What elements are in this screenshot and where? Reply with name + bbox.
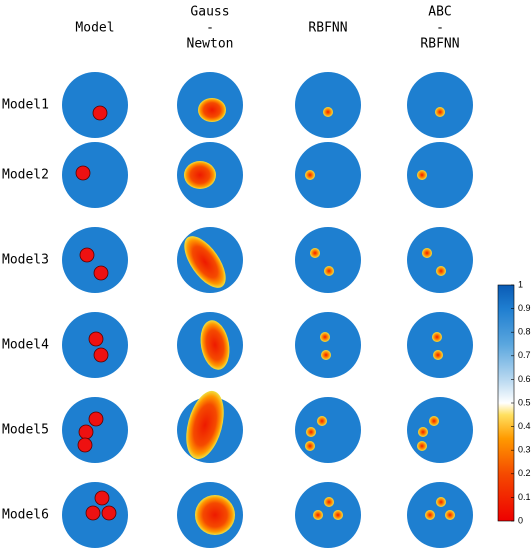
reconstruction-blob — [184, 236, 226, 288]
domain — [62, 227, 128, 293]
row-label: Model1 — [2, 98, 49, 113]
reconstruction-spot — [305, 170, 315, 180]
colorbar-tick-label: 0.4 — [518, 421, 531, 431]
inclusion — [93, 347, 109, 363]
column-header: Gauss — [190, 5, 229, 20]
inclusion — [75, 165, 91, 181]
column-header: RBFNN — [308, 21, 347, 36]
reconstruction-spot — [324, 266, 334, 276]
reconstruction-spot — [436, 497, 446, 507]
reconstruction-spot — [306, 427, 316, 437]
reconstruction-spot — [317, 416, 327, 426]
reconstruction-spot — [333, 510, 343, 520]
row-label: Model5 — [2, 423, 49, 438]
row-label: Model4 — [2, 338, 49, 353]
colorbar-tick-label: 0.7 — [518, 350, 531, 360]
inclusion — [77, 437, 93, 453]
domain — [407, 397, 473, 463]
domain — [62, 72, 128, 138]
colorbar-tick-label: 0.9 — [518, 303, 531, 313]
inclusion — [94, 490, 110, 506]
domain — [295, 227, 361, 293]
reconstruction-spot — [310, 248, 320, 258]
reconstruction-spot — [305, 441, 315, 451]
content: ModelGauss-NewtonRBFNNABC-RBFNNModel1Mod… — [2, 5, 531, 548]
reconstruction-spot — [321, 350, 331, 360]
colorbar-tick-label: 0.1 — [518, 492, 531, 502]
reconstruction-spot — [417, 441, 427, 451]
reconstruction-blob — [186, 390, 224, 460]
colorbar-tick-label: 1 — [518, 279, 523, 289]
inclusion — [101, 505, 117, 521]
reconstruction-spot — [433, 350, 443, 360]
reconstruction-spot — [417, 170, 427, 180]
domain — [407, 312, 473, 378]
domain — [295, 312, 361, 378]
inclusion — [79, 247, 95, 263]
reconstruction-spot — [435, 107, 445, 117]
colorbar-tick-label: 0.2 — [518, 468, 531, 478]
domain — [407, 72, 473, 138]
reconstruction-spot — [418, 427, 428, 437]
reconstruction-spot — [320, 332, 330, 342]
row-label: Model6 — [2, 508, 49, 523]
reconstruction-spot — [445, 510, 455, 520]
domain — [407, 142, 473, 208]
colorbar-tick-label: 0 — [518, 515, 523, 525]
row-label: Model3 — [2, 253, 49, 268]
domain — [295, 482, 361, 548]
domain — [295, 142, 361, 208]
colorbar-tick-label: 0.6 — [518, 374, 531, 384]
reconstruction-blob — [198, 98, 226, 122]
colorbar-tick-label: 0.5 — [518, 397, 531, 407]
inclusion — [92, 105, 108, 121]
domain — [407, 227, 473, 293]
colorbar-tick-label: 0.8 — [518, 327, 531, 337]
column-header: ABC — [428, 5, 451, 20]
inclusion — [88, 331, 104, 347]
reconstruction-spot — [429, 416, 439, 426]
reconstruction-blob — [200, 320, 230, 370]
column-header: RBFNN — [420, 37, 459, 52]
reconstruction-spot — [425, 510, 435, 520]
reconstruction-spot — [323, 107, 333, 117]
inclusion — [88, 411, 104, 427]
column-header: Model — [75, 21, 114, 36]
reconstruction-spot — [422, 248, 432, 258]
inclusion — [78, 424, 94, 440]
reconstruction-spot — [432, 332, 442, 342]
reconstruction-spot — [313, 510, 323, 520]
domain — [407, 482, 473, 548]
reconstruction-blob — [184, 161, 216, 189]
reconstruction-spot — [436, 266, 446, 276]
row-label: Model2 — [2, 168, 49, 183]
colorbar-tick-label: 0.3 — [518, 445, 531, 455]
domain — [62, 397, 128, 463]
column-header: - — [436, 21, 444, 36]
inclusion — [93, 265, 109, 281]
domain — [295, 72, 361, 138]
reconstruction-spot — [324, 497, 334, 507]
column-header: Newton — [187, 37, 234, 52]
domain — [295, 397, 361, 463]
domain — [62, 142, 128, 208]
inclusion — [85, 505, 101, 521]
column-header: - — [206, 21, 214, 36]
reconstruction-blob — [195, 495, 235, 535]
